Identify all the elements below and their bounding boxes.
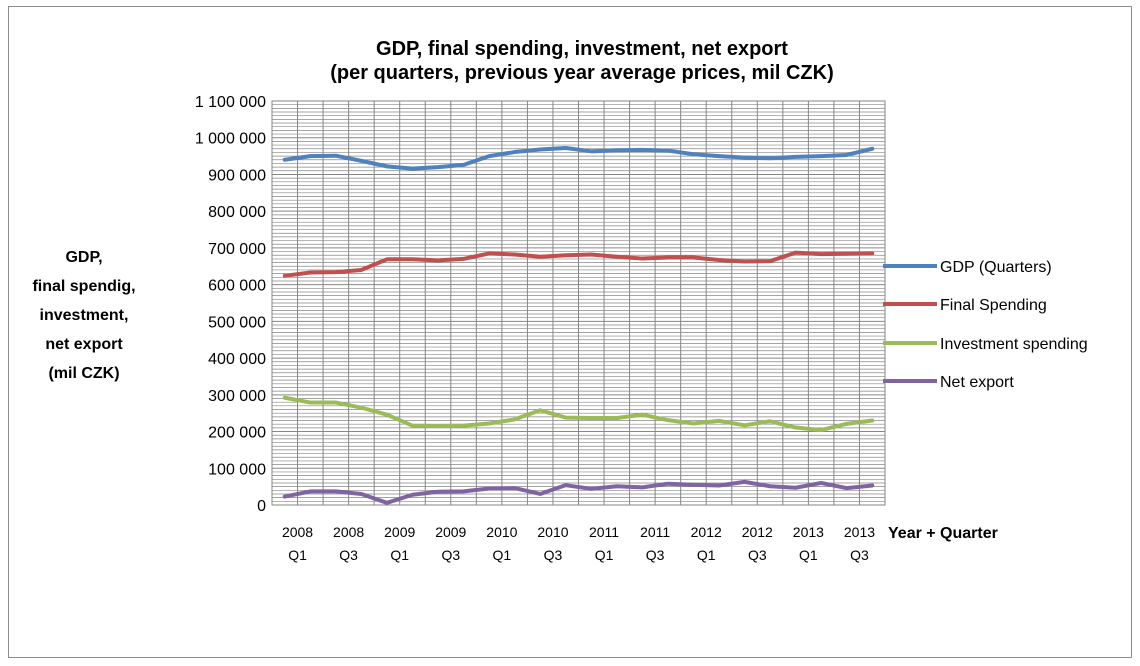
chart-frame	[8, 6, 1132, 658]
x-tick-label-quarter: Q3	[339, 547, 358, 563]
x-tick-label-year: 2011	[589, 524, 619, 540]
chart-title-line-1: GDP, final spending, investment, net exp…	[376, 38, 788, 60]
x-tick-label-quarter: Q1	[288, 547, 307, 563]
x-tick-label-year: 2008	[333, 524, 364, 540]
y-axis-title-line-1: GDP,	[65, 249, 102, 266]
x-tick-label-quarter: Q1	[799, 547, 818, 563]
y-tick-label: 0	[257, 498, 266, 515]
y-tick-label: 600 000	[208, 278, 266, 295]
legend: GDP (Quarters) Final Spending Investment s…	[883, 259, 1088, 391]
x-tick-label-year: 2013	[793, 524, 824, 540]
x-tick-label-year: 2009	[435, 524, 466, 540]
x-tick-label-year: 2012	[742, 524, 773, 540]
x-tick-label-quarter: Q3	[850, 547, 869, 563]
series-line-2	[282, 250, 875, 278]
chart-title-line-2: (per quarters, previous year average pri…	[330, 62, 834, 84]
x-tick-label-year: 2013	[844, 524, 875, 540]
series-line-1	[282, 146, 875, 171]
y-tick-label: 900 000	[208, 167, 266, 184]
y-tick-label: 700 000	[208, 241, 266, 258]
x-tick-label-quarter: Q3	[748, 547, 767, 563]
y-axis-title-line-4: net export	[45, 336, 123, 353]
y-axis-title-line-3: investment,	[40, 307, 129, 324]
x-tick-label-quarter: Q3	[441, 547, 460, 563]
x-axis-tick-labels: 2008 Q1 2008 Q3 2009 Q1 2009 Q3 2010 Q1 2010 Q3 2011…	[282, 524, 875, 563]
y-tick-label: 400 000	[208, 351, 266, 368]
x-tick-label-quarter: Q1	[390, 547, 409, 563]
y-tick-label: 800 000	[208, 204, 266, 221]
series-lines	[282, 146, 875, 505]
x-tick-label-year: 2011	[640, 524, 670, 540]
x-tick-label-year: 2010	[537, 524, 568, 540]
y-tick-label: 200 000	[208, 425, 266, 442]
y-tick-label: 1 100 000	[195, 94, 266, 111]
series-line-4	[282, 479, 875, 505]
legend-label-3: Investment spending	[940, 336, 1088, 353]
x-tick-label-quarter: Q1	[595, 547, 614, 563]
x-tick-label-year: 2012	[691, 524, 722, 540]
x-tick-label-year: 2008	[282, 524, 313, 540]
legend-label-1: GDP (Quarters)	[940, 259, 1052, 276]
series-line-3	[282, 395, 875, 433]
x-tick-label-year: 2009	[384, 524, 415, 540]
y-tick-label: 300 000	[208, 388, 266, 405]
y-axis-title-line-2: final spendig,	[32, 278, 135, 295]
x-tick-label-quarter: Q1	[697, 547, 716, 563]
y-tick-label: 100 000	[208, 461, 266, 478]
x-tick-label-quarter: Q1	[493, 547, 512, 563]
legend-label-4: Net export	[940, 374, 1014, 391]
x-tick-label-quarter: Q3	[646, 547, 665, 563]
y-tick-label: 1 000 000	[195, 131, 266, 148]
legend-label-2: Final Spending	[940, 297, 1047, 314]
y-axis-title-line-5: (mil CZK)	[48, 365, 119, 382]
y-axis-tick-labels: 0 100 000 200 000 300 000 400 000 500 000 600 …	[195, 94, 266, 515]
x-tick-label-year: 2010	[486, 524, 517, 540]
y-tick-label: 500 000	[208, 314, 266, 331]
x-axis-title: Year + Quarter	[888, 525, 998, 542]
x-tick-label-quarter: Q3	[544, 547, 563, 563]
